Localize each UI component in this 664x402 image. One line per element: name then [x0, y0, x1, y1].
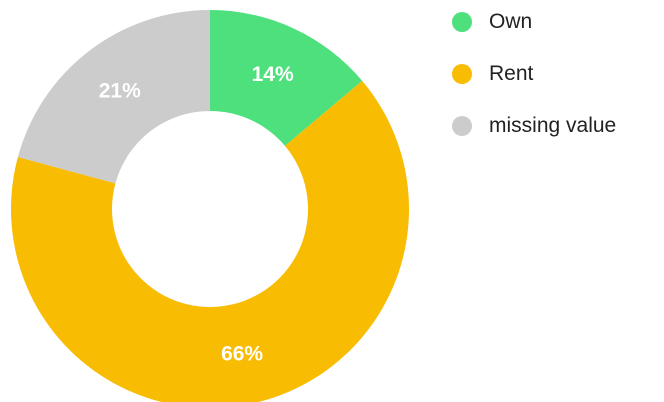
slice-label-own: 14%: [252, 63, 294, 86]
legend-item-own[interactable]: Own: [452, 10, 616, 33]
donut-chart: 14% 66% 21%: [11, 10, 409, 402]
legend-item-rent[interactable]: Rent: [452, 62, 616, 85]
legend-item-missing-value[interactable]: missing value: [452, 114, 617, 137]
chart-legend: Own Rent missing value: [452, 10, 617, 167]
legend-swatch-own: [452, 12, 472, 32]
legend-swatch-missing-value: [452, 116, 472, 136]
legend-label-missing-value: missing value: [489, 114, 617, 137]
legend-swatch-rent: [452, 64, 472, 84]
legend-label-rent: Rent: [489, 62, 534, 85]
slice-label-missing-value: 21%: [99, 80, 141, 103]
slice-own[interactable]: [210, 10, 363, 146]
slice-label-rent: 66%: [221, 342, 263, 365]
legend-label-own: Own: [489, 10, 533, 33]
slice-missing-value[interactable]: [17, 10, 210, 184]
slice-rent[interactable]: [11, 80, 409, 402]
